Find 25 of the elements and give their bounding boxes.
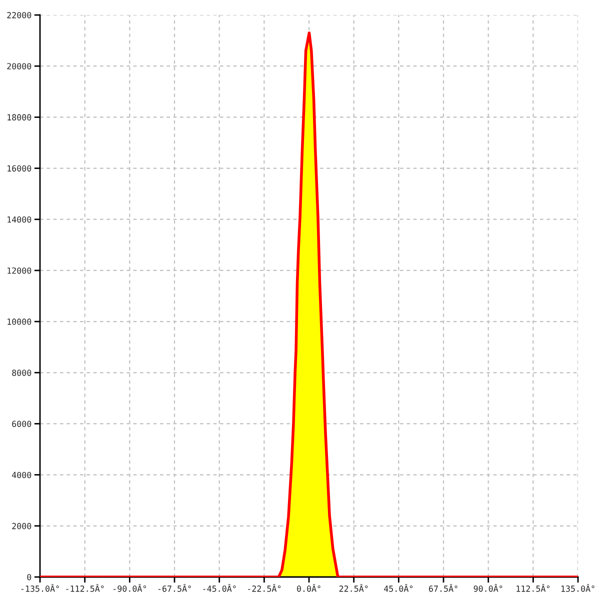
y-tick-label: 10000 — [8, 318, 32, 325]
y-tick-label: 14000 — [8, 216, 32, 223]
y-tick-label: 4000 — [12, 472, 32, 478]
y-tick-label: 16000 — [8, 165, 32, 172]
y-tick-label: 0 — [27, 574, 32, 580]
x-tick-label: 112.5Â° — [516, 584, 550, 592]
x-tick-label: -90.0Â° — [114, 584, 146, 592]
x-tick-label: -45.0Â° — [203, 584, 236, 592]
x-tick-label: -67.5Â° — [158, 584, 191, 592]
x-tick-label: 0.0Â° — [297, 584, 320, 592]
x-tick-label: 45.0Â° — [384, 584, 412, 592]
y-tick-label: 2000 — [12, 522, 32, 530]
y-tick-label: 20000 — [7, 63, 32, 70]
y-tick-label: 12000 — [8, 267, 32, 274]
x-tick-label: 90.0Â° — [474, 584, 502, 592]
x-tick-label: 135.0Â° — [561, 584, 594, 592]
x-tick-label: 22.5Â° — [339, 584, 368, 592]
x-tick-label: -135.0Â° — [21, 584, 59, 592]
y-tick-label: 18000 — [8, 114, 32, 120]
x-tick-label: -112.5Â° — [66, 584, 104, 592]
y-tick-label: 8000 — [12, 370, 32, 376]
x-tick-label: 67.5Â° — [428, 584, 458, 592]
y-tick-label: 22000 — [7, 12, 32, 18]
y-tick-label: 6000 — [12, 420, 32, 428]
x-tick-label: -22.5Â° — [248, 584, 281, 592]
